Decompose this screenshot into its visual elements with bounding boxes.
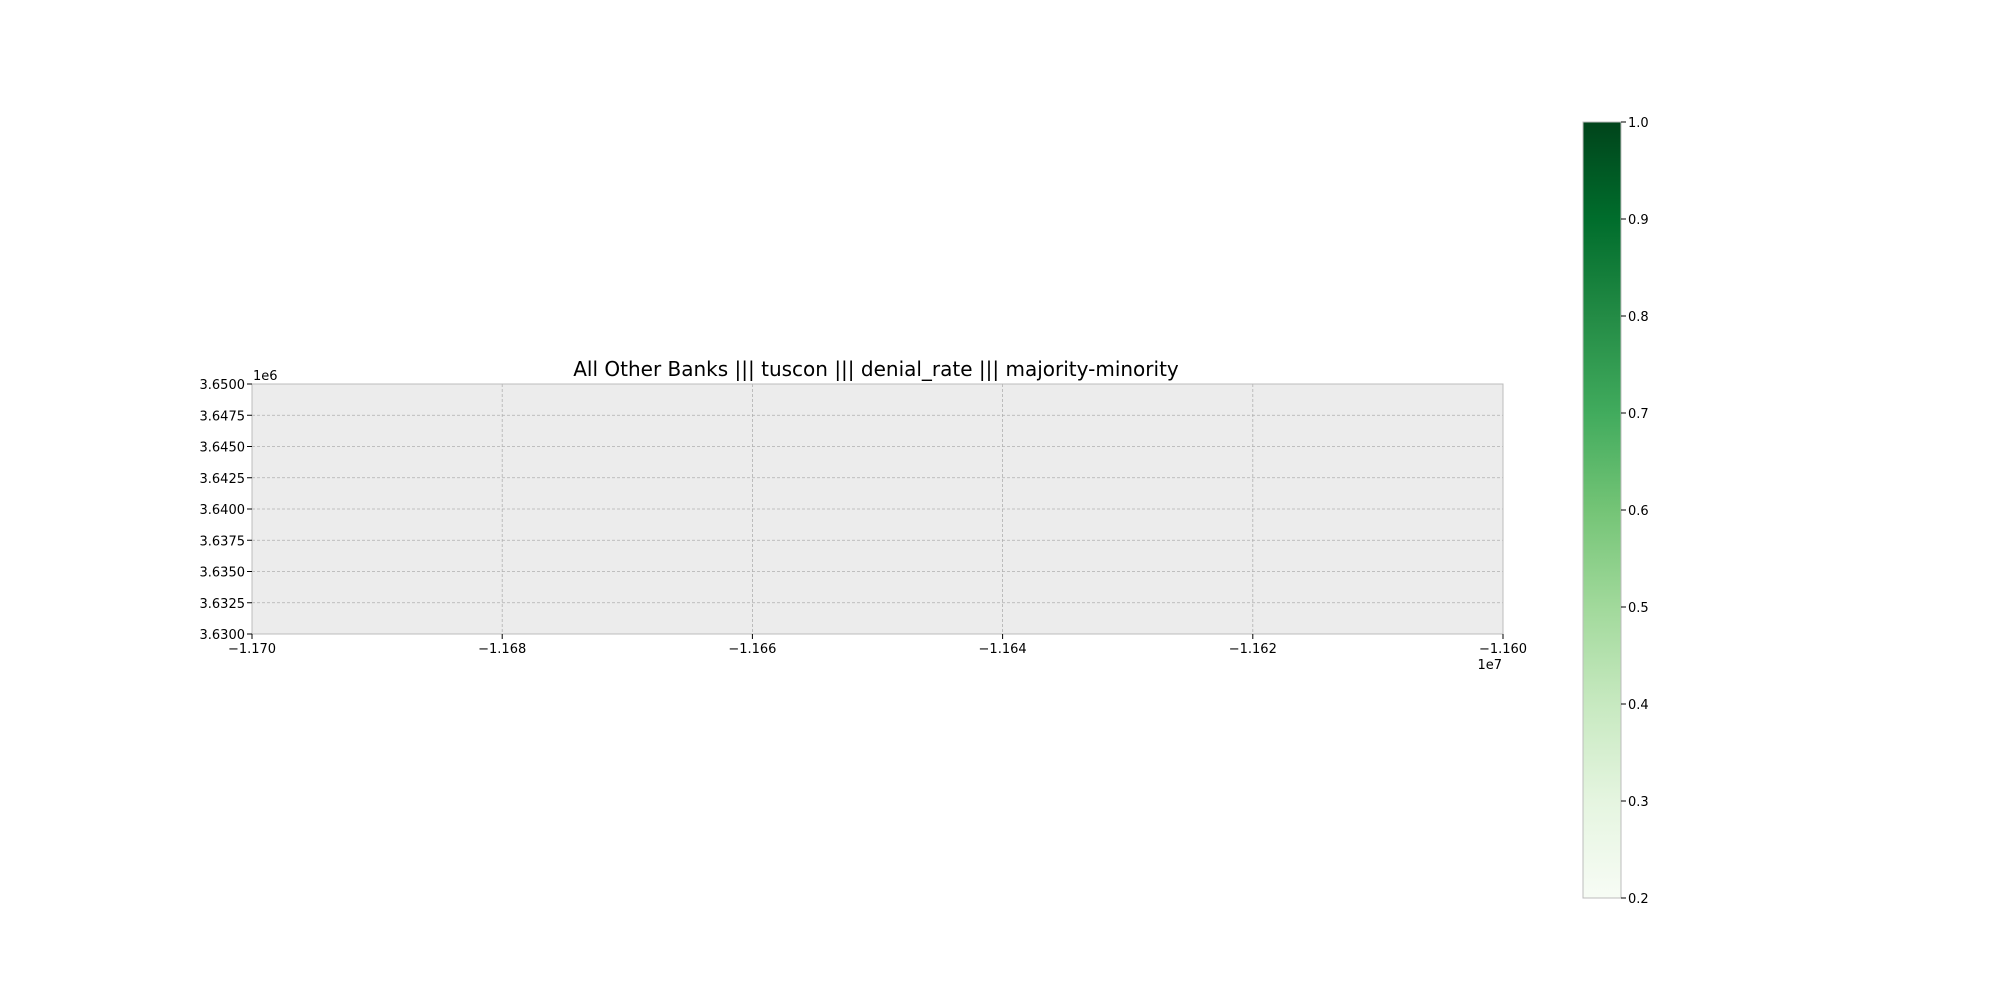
y-tick-label: 3.6500: [200, 378, 246, 393]
x-tick-label: −1.170: [228, 642, 276, 657]
y-axis-ticks: 3.6300 3.6325 3.6350 3.6375 3.6400 3.6425 3.64…: [200, 378, 252, 643]
colorbar-tick-label: 0.8: [1628, 310, 1649, 325]
colorbar: 0.2 0.3 0.4 0.5 0.6 0.7 0.8 0.9 1.0: [1582, 116, 1649, 907]
colorbar-tick-label: 0.6: [1628, 504, 1649, 519]
chart-title: All Other Banks ||| tuscon ||| denial_ra…: [573, 357, 1179, 381]
colorbar-tick-label: 0.3: [1628, 795, 1649, 810]
x-tick-label: −1.164: [979, 642, 1027, 657]
x-tick-label: −1.162: [1229, 642, 1277, 657]
colorbar-tick-label: 0.9: [1628, 213, 1649, 228]
colorbar-ticks: 0.2 0.3 0.4 0.5 0.6 0.7 0.8 0.9 1.0: [1621, 116, 1649, 907]
y-tick-label: 3.6325: [200, 597, 246, 612]
colorbar-gradient: [1582, 121, 1622, 899]
map-axes: −1.170 −1.168 −1.166 −1.164 −1.162 −1.160 3.6…: [200, 369, 1528, 673]
x-tick-label: −1.166: [728, 642, 776, 657]
x-tick-label: −1.168: [478, 642, 526, 657]
y-tick-label: 3.6350: [200, 566, 246, 581]
x-offset-label: 1e7: [1477, 658, 1502, 673]
x-axis-ticks: −1.170 −1.168 −1.166 −1.164 −1.162 −1.160: [228, 634, 1527, 657]
y-tick-label: 3.6375: [200, 534, 246, 549]
colorbar-tick-label: 0.2: [1628, 892, 1649, 907]
colorbar-tick-label: 0.5: [1628, 601, 1649, 616]
y-tick-label: 3.6300: [200, 628, 246, 643]
colorbar-tick-label: 0.7: [1628, 407, 1649, 422]
colorbar-tick-label: 0.4: [1628, 698, 1649, 713]
y-tick-label: 3.6425: [200, 472, 246, 487]
y-tick-label: 3.6400: [200, 503, 246, 518]
y-tick-label: 3.6450: [200, 441, 246, 456]
y-offset-label: 1e6: [253, 369, 278, 384]
x-tick-label: −1.160: [1479, 642, 1527, 657]
y-tick-label: 3.6475: [200, 409, 246, 424]
colorbar-tick-label: 1.0: [1628, 116, 1649, 131]
